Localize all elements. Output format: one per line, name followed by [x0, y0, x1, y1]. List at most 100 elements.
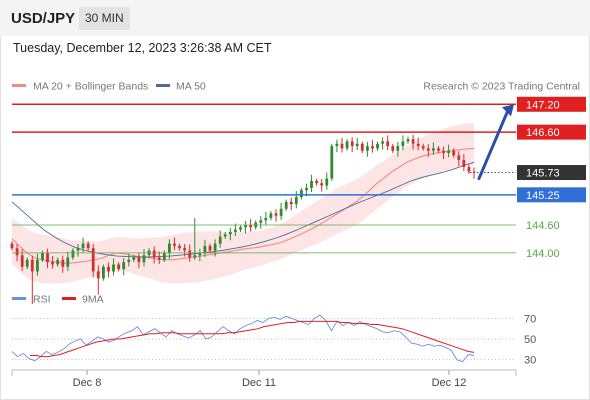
x-tick-label: Dec 11: [242, 377, 276, 389]
candle: [284, 199, 288, 212]
rsi-ma-line: [30, 320, 475, 358]
candle: [56, 257, 60, 267]
candle: [117, 262, 120, 272]
candle: [325, 172, 329, 190]
support-level: 144.00: [12, 248, 560, 260]
candle: [442, 146, 445, 160]
ma20-line: [11, 147, 475, 264]
candle: [426, 144, 430, 157]
candle: [381, 137, 384, 150]
candle: [66, 251, 70, 271]
current-price-label: 145.73: [526, 168, 560, 180]
candle: [345, 139, 349, 151]
resistance-label: 146.60: [526, 127, 560, 139]
candle: [279, 202, 283, 220]
ma9-legend-swatch: [62, 297, 76, 300]
ma50-line: [11, 161, 475, 258]
candle: [330, 143, 334, 181]
support-label: 144.60: [526, 220, 560, 232]
candle: [406, 136, 410, 144]
candle: [467, 164, 471, 174]
candle: [432, 142, 435, 155]
x-tick-label: Dec 12: [432, 377, 467, 389]
candle: [401, 135, 405, 151]
candle: [310, 174, 313, 193]
current-price: 145.73: [470, 165, 586, 181]
candle: [51, 256, 54, 269]
candle: [411, 134, 415, 150]
candle: [360, 141, 364, 154]
candle: [421, 143, 425, 151]
candle: [218, 230, 222, 248]
candle: [289, 197, 293, 211]
candle: [386, 135, 390, 151]
candle: [239, 225, 242, 232]
candle: [340, 137, 344, 153]
support-label: 144.00: [526, 248, 560, 260]
candle: [274, 209, 278, 222]
candle: [213, 239, 217, 257]
candle: [371, 140, 374, 153]
candle: [46, 248, 49, 269]
candle: [320, 179, 324, 192]
candle: [452, 148, 456, 158]
candle: [132, 255, 136, 263]
resistance-label-bg: [517, 96, 586, 112]
x-tick-label: Dec 8: [73, 377, 102, 389]
candle: [10, 241, 14, 251]
candle: [457, 151, 461, 167]
candle: [183, 244, 186, 257]
candle: [122, 257, 126, 276]
candle: [30, 255, 34, 304]
bollinger-band: [12, 123, 474, 284]
candle: [462, 153, 466, 172]
candle: [376, 141, 379, 151]
candle: [137, 253, 141, 269]
candle: [107, 262, 110, 278]
credit-text: Research © 2023 Trading Central: [423, 81, 580, 93]
candle: [416, 137, 420, 151]
current-price-label-bg: [517, 165, 586, 181]
candle: [335, 139, 339, 153]
candle: [269, 211, 273, 221]
candle: [198, 248, 202, 262]
candle: [36, 253, 39, 276]
candle: [61, 255, 65, 273]
ma20-legend-swatch: [12, 84, 26, 87]
support-level: 144.60: [12, 220, 560, 232]
candle: [96, 265, 100, 295]
candle: [366, 141, 369, 157]
candle: [76, 244, 80, 257]
candle: [112, 258, 115, 276]
rsi-line: [11, 314, 475, 363]
rsi-legend-label: RSI: [33, 294, 51, 306]
candle: [178, 243, 181, 251]
candle: [355, 137, 359, 151]
candle: [259, 216, 263, 229]
candle: [86, 241, 90, 251]
candle: [25, 257, 29, 270]
candle: [71, 248, 75, 260]
candle: [81, 237, 85, 253]
candle: [350, 137, 354, 153]
candle: [208, 243, 212, 253]
rsi-tick-label: 50: [524, 334, 536, 346]
candle: [447, 144, 450, 158]
candle: [152, 246, 156, 264]
candle: [437, 146, 440, 154]
ma50-legend-label: MA 50: [176, 81, 206, 93]
candle: [244, 220, 247, 234]
candle: [223, 231, 227, 239]
candle: [127, 253, 131, 267]
candle: [300, 187, 303, 200]
timeframe-button[interactable]: 30 MIN: [79, 7, 130, 30]
candle: [157, 251, 161, 264]
rsi-legend-swatch: [12, 297, 26, 300]
candle: [396, 141, 400, 157]
resistance-level: 147.20: [12, 96, 586, 112]
candle: [173, 237, 176, 251]
candle: [315, 178, 318, 186]
resistance-label-bg: [517, 124, 586, 140]
timestamp: Tuesday, December 12, 2023 3:26:38 AM CE…: [13, 41, 272, 55]
